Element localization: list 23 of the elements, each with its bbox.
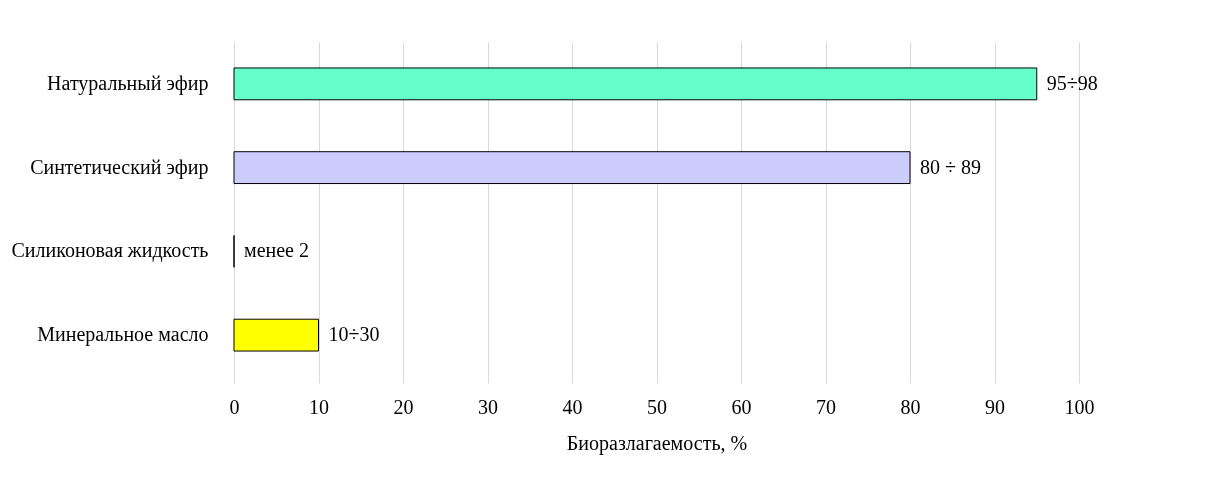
x-tick-label: 10 xyxy=(309,395,329,418)
x-tick-label: 20 xyxy=(393,395,414,418)
y-tick-label: Синтетический эфир xyxy=(30,155,209,179)
data-label: 10÷30 xyxy=(328,323,380,346)
x-tick-label: 90 xyxy=(985,395,1005,418)
bar xyxy=(233,67,1038,101)
x-tick-label: 50 xyxy=(647,395,667,418)
data-label: 80 ÷ 89 xyxy=(920,155,981,178)
y-tick-label: Силиконовая жидкость xyxy=(11,239,209,263)
x-tick-label: 70 xyxy=(816,395,836,418)
x-tick-label: 0 xyxy=(229,395,240,418)
y-tick-label: Минеральное масло xyxy=(37,323,209,347)
y-tick-label: Натуральный эфир xyxy=(47,71,209,95)
data-label: менее 2 xyxy=(244,239,309,262)
x-tick-label: 80 xyxy=(900,395,921,418)
bar xyxy=(233,151,911,185)
x-tick-label: 100 xyxy=(1064,395,1095,418)
data-label: 95÷98 xyxy=(1046,71,1098,94)
x-tick-label: 60 xyxy=(731,395,752,418)
x-axis-title: Биоразлагаемость, % xyxy=(566,431,748,455)
bar xyxy=(233,318,319,352)
x-tick-label: 40 xyxy=(562,395,583,418)
x-tick-label: 30 xyxy=(478,395,498,418)
